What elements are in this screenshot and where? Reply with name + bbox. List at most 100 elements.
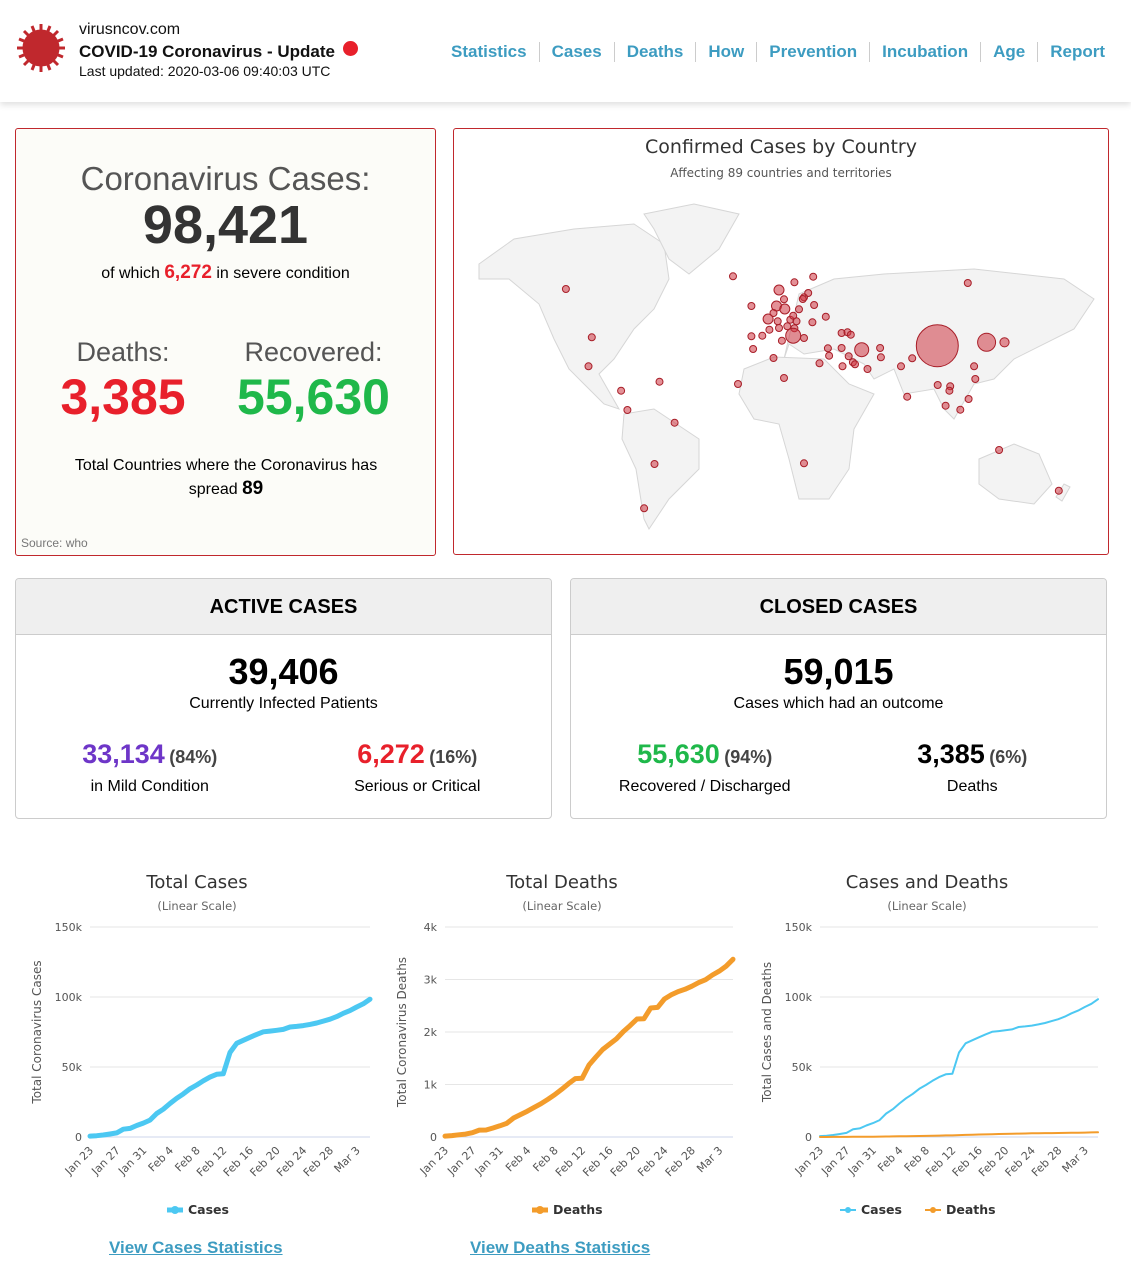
- greenland: [643, 203, 740, 275]
- x-tick-label: Jan 31: [472, 1144, 506, 1178]
- countries-line: Total Countries where the Coronavirus ha…: [56, 454, 396, 501]
- source-note: Source: who: [21, 536, 88, 550]
- country-bubble: [977, 332, 997, 352]
- country-bubble: [765, 325, 774, 334]
- recovered-block: 55,630 (94%) Recovered / Discharged: [571, 739, 839, 796]
- x-tick-label: Feb 4: [146, 1144, 176, 1174]
- y-tick-label: 2k: [424, 1026, 438, 1039]
- country-bubble: [587, 333, 596, 342]
- view-cases-statistics-link[interactable]: View Cases Statistics: [109, 1238, 283, 1257]
- country-bubble: [780, 374, 788, 382]
- country-bubble: [1054, 486, 1063, 495]
- country-bubble: [617, 386, 626, 395]
- country-bubble: [783, 322, 792, 331]
- country-bubble: [758, 331, 767, 340]
- legend-marker: [930, 1207, 936, 1213]
- x-tick-label: Jan 23: [417, 1144, 451, 1178]
- y-axis-label: Total Coronavirus Deaths: [395, 957, 409, 1108]
- country-bubble: [561, 285, 570, 293]
- recovered-block: Recovered: 55,630: [221, 337, 406, 426]
- serious-pct: (16%): [429, 747, 478, 767]
- nav-how[interactable]: How: [695, 42, 756, 62]
- recovered-count: 55,630: [237, 369, 390, 425]
- series-line-deaths: [442, 956, 736, 1139]
- country-bubble: [941, 401, 950, 410]
- live-dot-icon: [343, 41, 358, 56]
- x-tick-label: Jan 27: [444, 1144, 478, 1178]
- legend-item-cases: Cases: [861, 1202, 902, 1217]
- page-title: COVID-19 Coronavirus - Update: [79, 41, 358, 62]
- total-deaths-chart[interactable]: Total Deaths (Linear Scale) Total Coronavi…: [380, 865, 745, 1230]
- cases-and-deaths-chart[interactable]: Cases and Deaths (Linear Scale) Total Case…: [745, 865, 1110, 1230]
- x-tick-label: Jan 27: [818, 1144, 852, 1178]
- severe-post: in severe condition: [216, 265, 350, 282]
- nav-statistics[interactable]: Statistics: [451, 42, 527, 61]
- y-tick-label: 0: [805, 1131, 812, 1144]
- country-bubble: [823, 344, 832, 353]
- closed-deaths-block: 3,385 (6%) Deaths: [839, 739, 1107, 796]
- serious-count: 6,272: [357, 739, 425, 769]
- x-tick-label: Jan 23: [62, 1144, 96, 1178]
- country-bubble: [897, 362, 905, 371]
- country-bubble: [809, 272, 818, 281]
- mild-block: 33,134 (84%) in Mild Condition: [16, 739, 284, 796]
- map-title: Confirmed Cases by Country: [645, 136, 917, 158]
- nav-cases[interactable]: Cases: [538, 42, 614, 62]
- chart-title: Cases and Deaths: [846, 872, 1009, 893]
- x-tick-label: Feb 28: [1029, 1144, 1064, 1179]
- x-tick-label: Feb 4: [875, 1144, 905, 1174]
- x-tick-label: Feb 28: [301, 1144, 336, 1179]
- country-bubble: [790, 278, 799, 287]
- country-bubble: [800, 459, 808, 468]
- country-bubble: [854, 342, 870, 358]
- map-subtitle: Affecting 89 countries and territories: [670, 166, 892, 180]
- severe-count: 6,272: [164, 262, 212, 283]
- country-bubble: [789, 311, 798, 320]
- y-tick-label: 1k: [424, 1079, 438, 1092]
- country-bubble: [821, 312, 830, 321]
- countries-text: Total Countries where the Coronavirus ha…: [74, 457, 378, 498]
- active-total: 39,406: [228, 651, 339, 692]
- recovered-label: Recovered:: [244, 337, 383, 367]
- legend-item-deaths: Deaths: [553, 1202, 603, 1217]
- nav-deaths[interactable]: Deaths: [613, 42, 696, 62]
- country-bubble: [773, 317, 782, 326]
- y-axis-label: Total Cases and Deaths: [760, 962, 774, 1103]
- view-deaths-statistics-link[interactable]: View Deaths Statistics: [470, 1238, 651, 1257]
- chart-subtitle: (Linear Scale): [522, 899, 601, 913]
- world-map[interactable]: [454, 129, 1109, 554]
- deaths-block: Deaths: 3,385: [38, 337, 208, 426]
- country-bubble: [851, 360, 859, 369]
- country-bubble: [825, 351, 834, 360]
- virus-logo-icon[interactable]: [15, 22, 67, 74]
- country-bubble: [650, 460, 659, 468]
- country-bubble: [808, 318, 817, 327]
- x-tick-label: Mar 3: [1060, 1144, 1091, 1175]
- country-bubble: [734, 380, 742, 388]
- country-bubble: [798, 295, 807, 303]
- country-bubble: [810, 301, 819, 309]
- series-line-cases: [819, 998, 1099, 1138]
- active-cases-box: ACTIVE CASES 39,406 Currently Infected P…: [15, 578, 552, 819]
- countries-count: 89: [242, 478, 264, 499]
- country-bubble: [780, 295, 788, 304]
- nav-prevention[interactable]: Prevention: [756, 42, 869, 62]
- nav-incubation[interactable]: Incubation: [869, 42, 980, 62]
- x-tick-label: Feb 28: [663, 1144, 698, 1179]
- closed-total-label: Cases which had an outcome: [733, 695, 944, 712]
- nav-report[interactable]: Report: [1037, 42, 1117, 62]
- country-bubble: [749, 345, 758, 353]
- south-america: [621, 408, 700, 530]
- series-line-deaths: [819, 1131, 1099, 1138]
- country-bubble: [903, 392, 912, 401]
- nav-age[interactable]: Age: [980, 42, 1037, 62]
- total-cases-chart[interactable]: Total Cases (Linear Scale) Total Coronavir…: [15, 865, 380, 1230]
- closed-cases-title: CLOSED CASES: [571, 579, 1106, 635]
- country-bubble: [670, 418, 679, 427]
- country-bubble: [844, 352, 853, 361]
- y-tick-label: 0: [75, 1131, 82, 1144]
- site-name[interactable]: virusncov.com: [79, 21, 181, 38]
- country-bubble: [999, 337, 1010, 348]
- country-bubble: [995, 446, 1004, 454]
- chart-subtitle: (Linear Scale): [157, 899, 236, 913]
